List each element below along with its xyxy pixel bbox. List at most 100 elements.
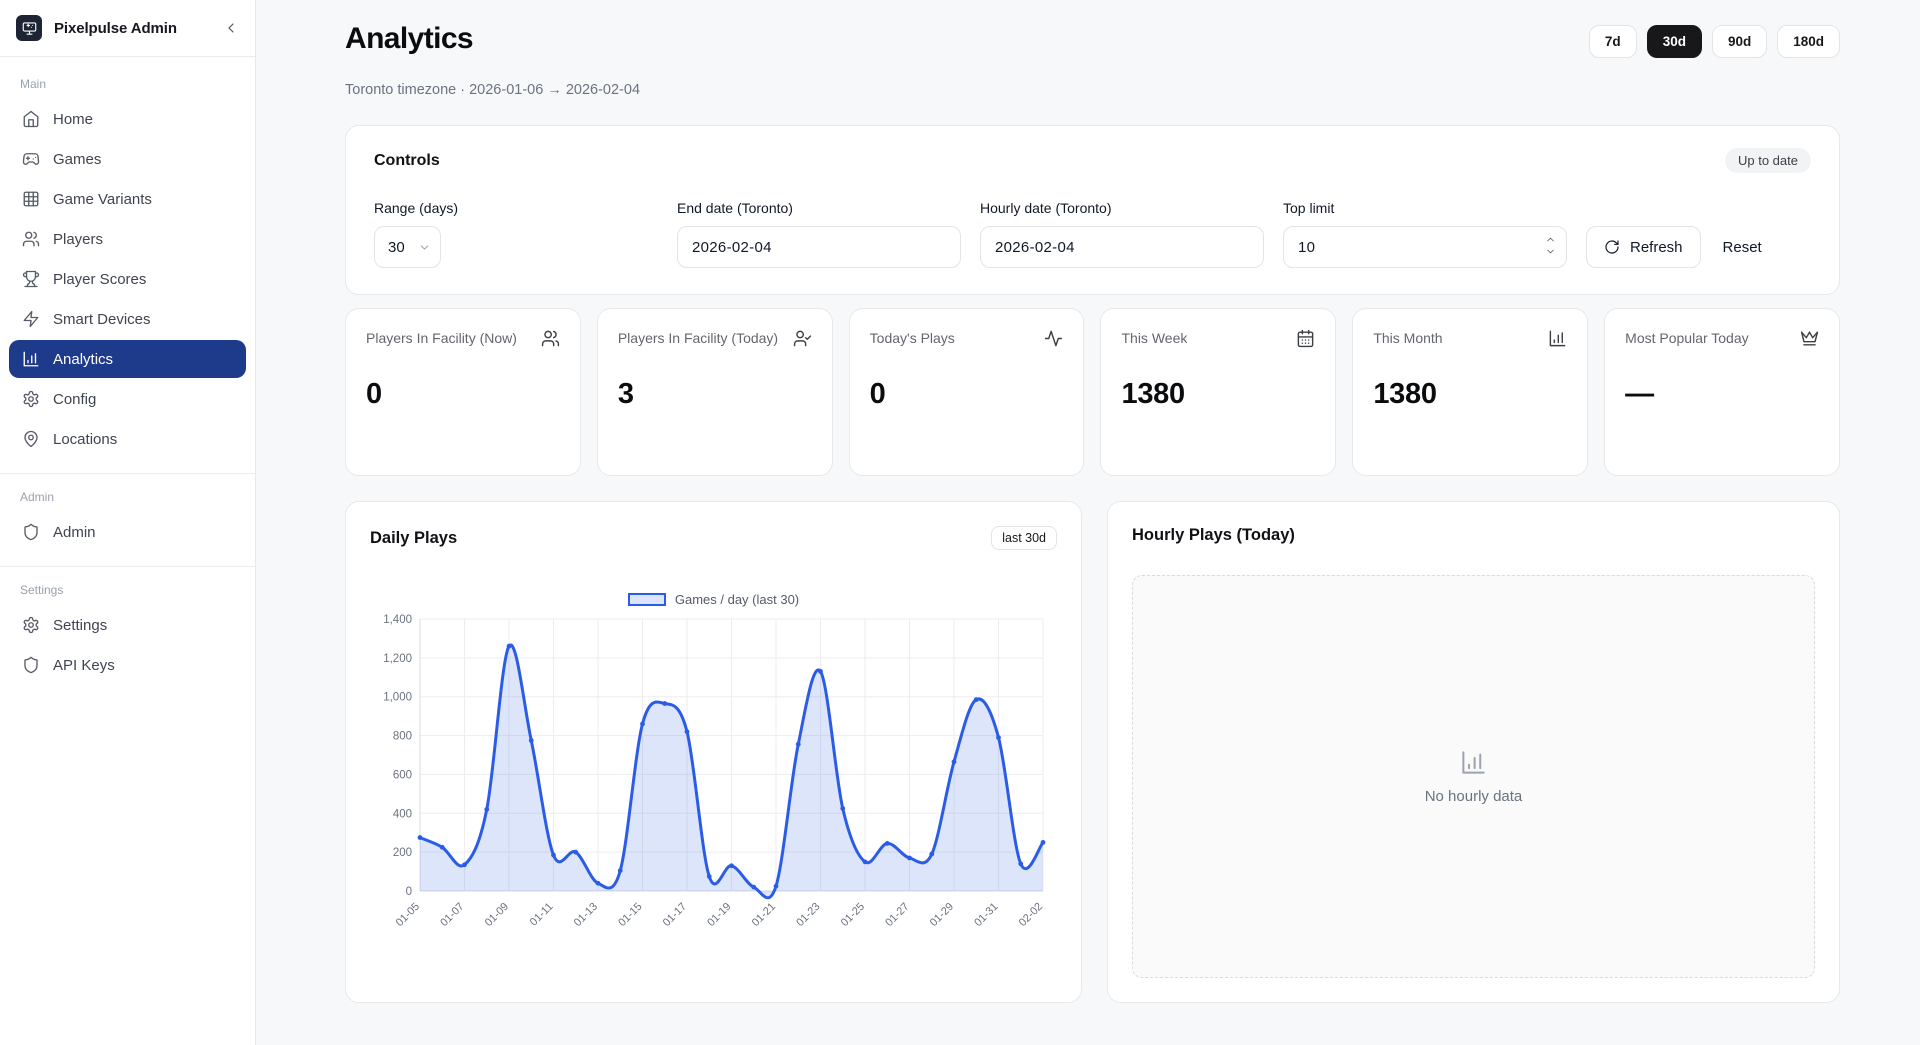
range-button-30d[interactable]: 30d xyxy=(1646,25,1702,58)
refresh-label: Refresh xyxy=(1630,238,1683,256)
legend-swatch xyxy=(627,593,666,606)
sidebar-item-locations[interactable]: Locations xyxy=(0,419,255,459)
zap-icon xyxy=(23,310,39,328)
chart-legend: Games / day (last 30) xyxy=(370,592,1057,607)
svg-text:01-27: 01-27 xyxy=(883,901,911,929)
calendar-icon xyxy=(1297,329,1314,348)
controls-title: Controls xyxy=(374,151,440,169)
stat-label: Today's Plays xyxy=(869,330,955,346)
sidebar-item-label: Players xyxy=(53,230,104,248)
range-button-7d[interactable]: 7d xyxy=(1588,25,1637,58)
last-30d-badge: last 30d xyxy=(991,526,1057,550)
field-label: Top limit xyxy=(1283,200,1335,216)
section-label: Main xyxy=(20,77,47,91)
bar-chart-icon xyxy=(23,351,39,367)
range-days-value: 30 xyxy=(388,238,405,256)
svg-text:01-29: 01-29 xyxy=(928,901,956,929)
page-title: Analytics xyxy=(345,22,474,55)
sidebar-section-admin: Admin Admin xyxy=(0,473,255,558)
gear-icon xyxy=(23,616,39,634)
stat-label: This Month xyxy=(1373,330,1443,346)
reset-button[interactable]: Reset xyxy=(1707,226,1778,268)
empty-state-text: No hourly data xyxy=(1424,787,1523,805)
charts-row: Daily Plays last 30d Games / day (last 3… xyxy=(345,501,1840,1003)
sidebar-item-games[interactable]: Games xyxy=(0,139,255,179)
users-icon xyxy=(541,330,559,347)
sidebar-item-home[interactable]: Home xyxy=(0,99,255,139)
svg-text:01-13: 01-13 xyxy=(572,901,600,929)
refresh-button[interactable]: Refresh xyxy=(1586,226,1701,268)
end-date-input[interactable] xyxy=(677,226,961,268)
grid-icon xyxy=(23,191,39,207)
range-button-90d[interactable]: 90d xyxy=(1711,25,1768,58)
sidebar-item-smart-devices[interactable]: Smart Devices xyxy=(0,299,255,339)
monitor-icon xyxy=(22,21,36,35)
stat-card-this-week: This Week 1380 xyxy=(1100,308,1337,476)
stat-label: Players In Facility (Today) xyxy=(617,330,779,346)
gear-icon xyxy=(23,390,39,408)
sidebar-item-config[interactable]: Config xyxy=(0,379,255,419)
sidebar-item-settings[interactable]: Settings xyxy=(0,605,255,645)
refresh-icon xyxy=(1605,240,1619,254)
top-limit-input[interactable] xyxy=(1283,226,1567,268)
range-days-select[interactable]: 30 xyxy=(374,226,441,268)
activity-icon xyxy=(1045,330,1063,347)
svg-text:0: 0 xyxy=(406,886,412,898)
shield-icon xyxy=(24,656,38,674)
svg-text:1,400: 1,400 xyxy=(383,614,412,626)
sidebar-item-players[interactable]: Players xyxy=(0,219,255,259)
range-button-180d[interactable]: 180d xyxy=(1777,25,1840,58)
stat-card-todays-plays: Today's Plays 0 xyxy=(848,308,1085,476)
svg-text:1,000: 1,000 xyxy=(383,692,412,704)
stat-value: 1380 xyxy=(1121,378,1185,410)
sidebar-section-main: Main Home Games Game Variants Players xyxy=(0,67,255,465)
sidebar-item-label: Admin xyxy=(53,523,96,541)
hourly-date-field: Hourly date (Toronto) xyxy=(980,200,1264,268)
field-label: Range (days) xyxy=(374,200,459,216)
sidebar-item-label: Analytics xyxy=(53,350,114,368)
stat-value: 0 xyxy=(869,378,886,410)
number-stepper[interactable] xyxy=(1545,234,1556,257)
svg-text:01-05: 01-05 xyxy=(394,901,422,929)
status-badge: Up to date xyxy=(1725,148,1811,173)
svg-text:02-02: 02-02 xyxy=(1017,901,1045,929)
svg-text:01-25: 01-25 xyxy=(839,901,867,929)
svg-text:01-19: 01-19 xyxy=(705,901,733,929)
collapse-sidebar-button[interactable] xyxy=(223,20,239,36)
stat-value: 0 xyxy=(366,378,382,410)
crown-icon xyxy=(1800,331,1819,346)
stat-label: This Week xyxy=(1121,330,1188,346)
field-label: Hourly date (Toronto) xyxy=(980,200,1112,216)
sidebar-header: Pixelpulse Admin xyxy=(0,0,255,57)
sidebar-item-admin[interactable]: Admin xyxy=(0,512,255,552)
sidebar-item-label: Settings xyxy=(53,616,108,634)
sidebar-item-api-keys[interactable]: API Keys xyxy=(0,645,255,685)
hourly-plays-card: Hourly Plays (Today) No hourly data xyxy=(1107,501,1840,1003)
app-title: Pixelpulse Admin xyxy=(54,19,177,37)
hourly-plays-title: Hourly Plays (Today) xyxy=(1132,526,1295,544)
chevron-left-icon xyxy=(228,23,234,33)
svg-text:01-23: 01-23 xyxy=(794,901,822,929)
sidebar-item-label: Smart Devices xyxy=(53,310,151,328)
controls-card: Controls Up to date Range (days) 30 End … xyxy=(345,125,1840,295)
section-label: Settings xyxy=(20,583,64,597)
users-icon xyxy=(22,231,40,247)
chevron-down-icon xyxy=(1547,249,1554,254)
sidebar: Pixelpulse Admin Main Home Games Game Va… xyxy=(0,0,256,1045)
main-content: Analytics 7d 30d 90d 180d Toronto timezo… xyxy=(256,0,1920,1045)
stat-label: Most Popular Today xyxy=(1625,330,1749,346)
sidebar-item-analytics[interactable]: Analytics xyxy=(9,340,246,378)
svg-text:800: 800 xyxy=(393,731,412,743)
stat-card-players-now: Players In Facility (Now) 0 xyxy=(345,308,581,476)
stat-cards-row: Players In Facility (Now) 0 Players In F… xyxy=(345,308,1840,476)
svg-text:01-11: 01-11 xyxy=(528,901,556,929)
sidebar-nav: Main Home Games Game Variants Players xyxy=(0,57,255,691)
range-days-field: Range (days) 30 xyxy=(374,200,658,268)
svg-text:400: 400 xyxy=(393,808,412,820)
field-label: End date (Toronto) xyxy=(677,200,793,216)
sidebar-item-player-scores[interactable]: Player Scores xyxy=(0,259,255,299)
sidebar-item-game-variants[interactable]: Game Variants xyxy=(0,179,255,219)
hourly-date-input[interactable] xyxy=(980,226,1264,268)
svg-text:1,200: 1,200 xyxy=(383,653,412,665)
